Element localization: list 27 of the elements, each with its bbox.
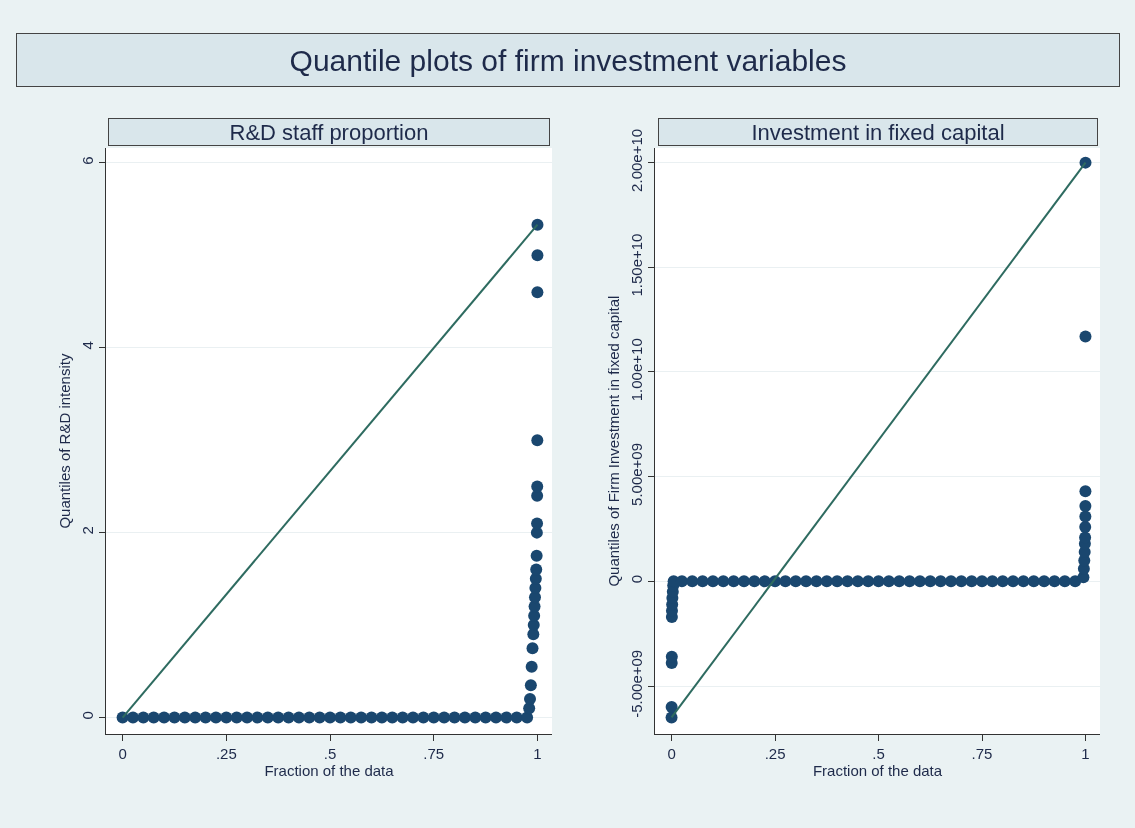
x-tick-label: 0 bbox=[667, 745, 676, 763]
x-tick-label: .25 bbox=[215, 745, 237, 763]
x-tick-label: .5 bbox=[323, 745, 337, 763]
y-axis-title: Quantiles of Firm Investment in fixed capital bbox=[605, 295, 623, 587]
y-tick-label: 0 bbox=[79, 711, 96, 720]
y-tick-label: -5.00e+09 bbox=[628, 649, 645, 718]
x-tick-label: .25 bbox=[764, 745, 786, 763]
x-tick-label: 1 bbox=[533, 745, 542, 763]
y-tick-label: 1.00e+10 bbox=[628, 338, 645, 402]
chart-subtitle: R&D staff proportion bbox=[229, 119, 429, 145]
x-tick-label: .75 bbox=[423, 745, 445, 763]
x-tick-label: .5 bbox=[872, 745, 885, 763]
y-tick-label: 5.00e+09 bbox=[628, 442, 645, 506]
y-tick-label: 4 bbox=[79, 341, 96, 350]
x-axis-title: Fraction of the data bbox=[264, 762, 395, 780]
y-tick-label: 2.00e+10 bbox=[628, 128, 645, 192]
x-tick-label: 0 bbox=[118, 745, 127, 763]
x-tick-label: 1 bbox=[1081, 745, 1090, 763]
y-tick-label: 1.50e+10 bbox=[628, 233, 645, 297]
chart-title: Quantile plots of firm investment variables bbox=[289, 43, 847, 77]
chart-subtitle: Investment in fixed capital bbox=[751, 119, 1005, 145]
y-axis-title: Quantiles of R&D intensity bbox=[56, 353, 74, 529]
x-tick-label: .75 bbox=[971, 745, 993, 763]
x-axis-title: Fraction of the data bbox=[812, 762, 943, 780]
y-tick-label: 2 bbox=[79, 526, 96, 535]
y-tick-label: 0 bbox=[628, 574, 645, 584]
y-tick-label: 6 bbox=[79, 156, 96, 165]
